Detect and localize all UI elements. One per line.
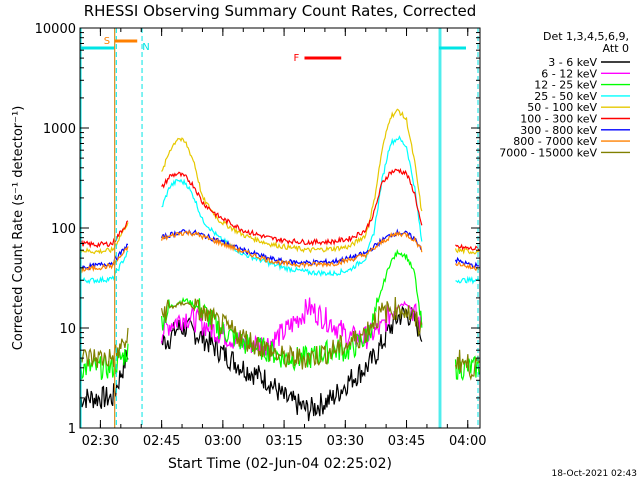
series-3 [80,135,480,285]
legend-header-0: Det 1,3,4,5,6,9, [543,30,629,43]
x-axis: 02:30 02:45 03:00 03:15 03:30 03:45 04:00 [79,28,486,449]
series-line-3 [80,135,480,285]
legend-label-3: 25 - 50 keV [534,90,597,103]
flag-label-s: S [104,36,110,47]
legend-label-7: 800 - 7000 keV [513,135,597,148]
series-4 [80,108,480,255]
flag-label-n: N [142,42,149,53]
series-7 [80,229,480,274]
series-line-1 [161,297,423,356]
legend-label-8: 7000 - 15000 keV [499,146,597,159]
chart-title: RHESSI Observing Summary Count Rates, Co… [84,2,477,20]
x-tick-label-2: 03:00 [204,434,241,449]
y-axis: 1 10 100 1000 10000 [35,22,480,437]
x-tick-label-6: 04:00 [449,434,486,449]
y-axis-label: Corrected Count Rate (s⁻¹ detector⁻¹) [11,106,26,351]
x-tick-label-4: 03:30 [327,434,364,449]
legend-label-2: 12 - 25 keV [534,79,597,92]
series-line-8 [80,296,480,381]
plot-area: N S F [80,28,480,428]
legend-header-1: Att 0 [603,42,629,55]
series-1 [161,297,423,356]
y-tick-label-0: 1 [68,422,76,437]
y-tick-label-1: 10 [59,322,76,337]
series-0 [80,305,423,422]
series-8 [80,296,480,381]
x-tick-label-5: 03:45 [388,434,425,449]
y-tick-label-2: 100 [51,222,76,237]
flag-label-f: F [293,53,299,64]
footer-timestamp: 18-Oct-2021 02:43 [552,469,637,479]
series-line-0 [80,305,423,422]
legend-label-0: 3 - 6 keV [548,56,597,69]
x-axis-label: Start Time (02-Jun-04 02:25:02) [168,456,392,472]
legend-label-6: 300 - 800 keV [520,124,597,137]
legend-label-1: 6 - 12 keV [541,67,597,80]
x-tick-label-0: 02:30 [82,434,119,449]
y-tick-label-4: 10000 [35,22,76,37]
series-line-7 [80,229,480,274]
series-line-5 [80,167,480,252]
series-5 [80,167,480,252]
legend-label-5: 100 - 300 keV [520,113,597,126]
legend-label-4: 50 - 100 keV [527,101,597,114]
x-tick-label-1: 02:45 [143,434,180,449]
series-line-4 [80,108,480,255]
x-tick-label-3: 03:15 [265,434,302,449]
y-tick-label-3: 1000 [43,122,76,137]
